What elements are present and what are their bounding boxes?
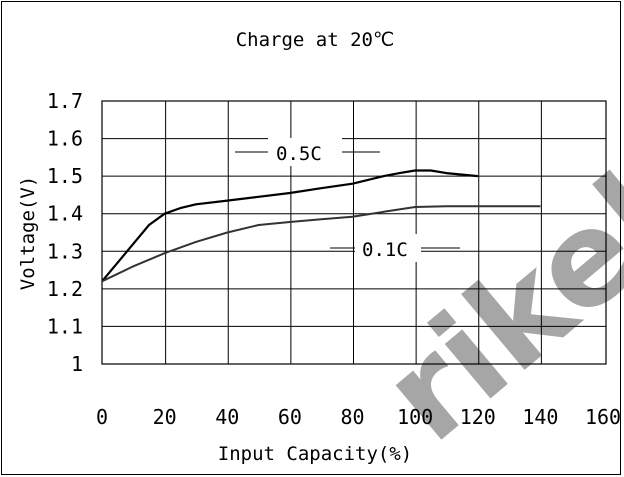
x-tick-label: 40: [215, 405, 239, 429]
series-label-bg-0-5c: [268, 138, 342, 166]
x-tick-label: 0: [96, 405, 108, 429]
y-tick-label: 1: [71, 352, 83, 376]
series-line-0-5c: [101, 169, 478, 283]
y-tick-label: 1.5: [47, 164, 83, 188]
y-tick-label: 1.2: [47, 277, 83, 301]
x-tick-label: 20: [153, 405, 177, 429]
x-tick-label: 140: [522, 405, 558, 429]
y-tick-labels: 1 1.1 1.2 1.3 1.4 1.5 1.6 1.7: [47, 89, 83, 376]
series-label-0-5c: 0.5C: [276, 143, 322, 165]
series-label-0-1c: 0.1C: [362, 239, 408, 261]
x-tick-label: 60: [278, 405, 302, 429]
y-tick-label: 1.7: [47, 89, 83, 113]
y-tick-label: 1.3: [47, 239, 83, 263]
x-tick-label: 100: [397, 405, 433, 429]
chart-title: Charge at 20℃: [236, 29, 395, 51]
y-tick-label: 1.6: [47, 127, 83, 151]
y-tick-label: 1.4: [47, 202, 83, 226]
x-tick-label: 160: [585, 405, 621, 429]
x-tick-label: 80: [340, 405, 364, 429]
x-tick-label: 120: [460, 405, 496, 429]
y-axis-title: Voltage(V): [17, 176, 39, 290]
x-axis-title: Input Capacity(%): [218, 443, 412, 465]
x-tick-labels: 0 20 40 60 80 100 120 140 160: [96, 405, 621, 429]
series-line-0-1c: [101, 205, 541, 283]
series-lines: [101, 151, 541, 283]
series-label-bg-0-1c: [355, 234, 421, 262]
y-tick-label: 1.1: [47, 314, 83, 338]
